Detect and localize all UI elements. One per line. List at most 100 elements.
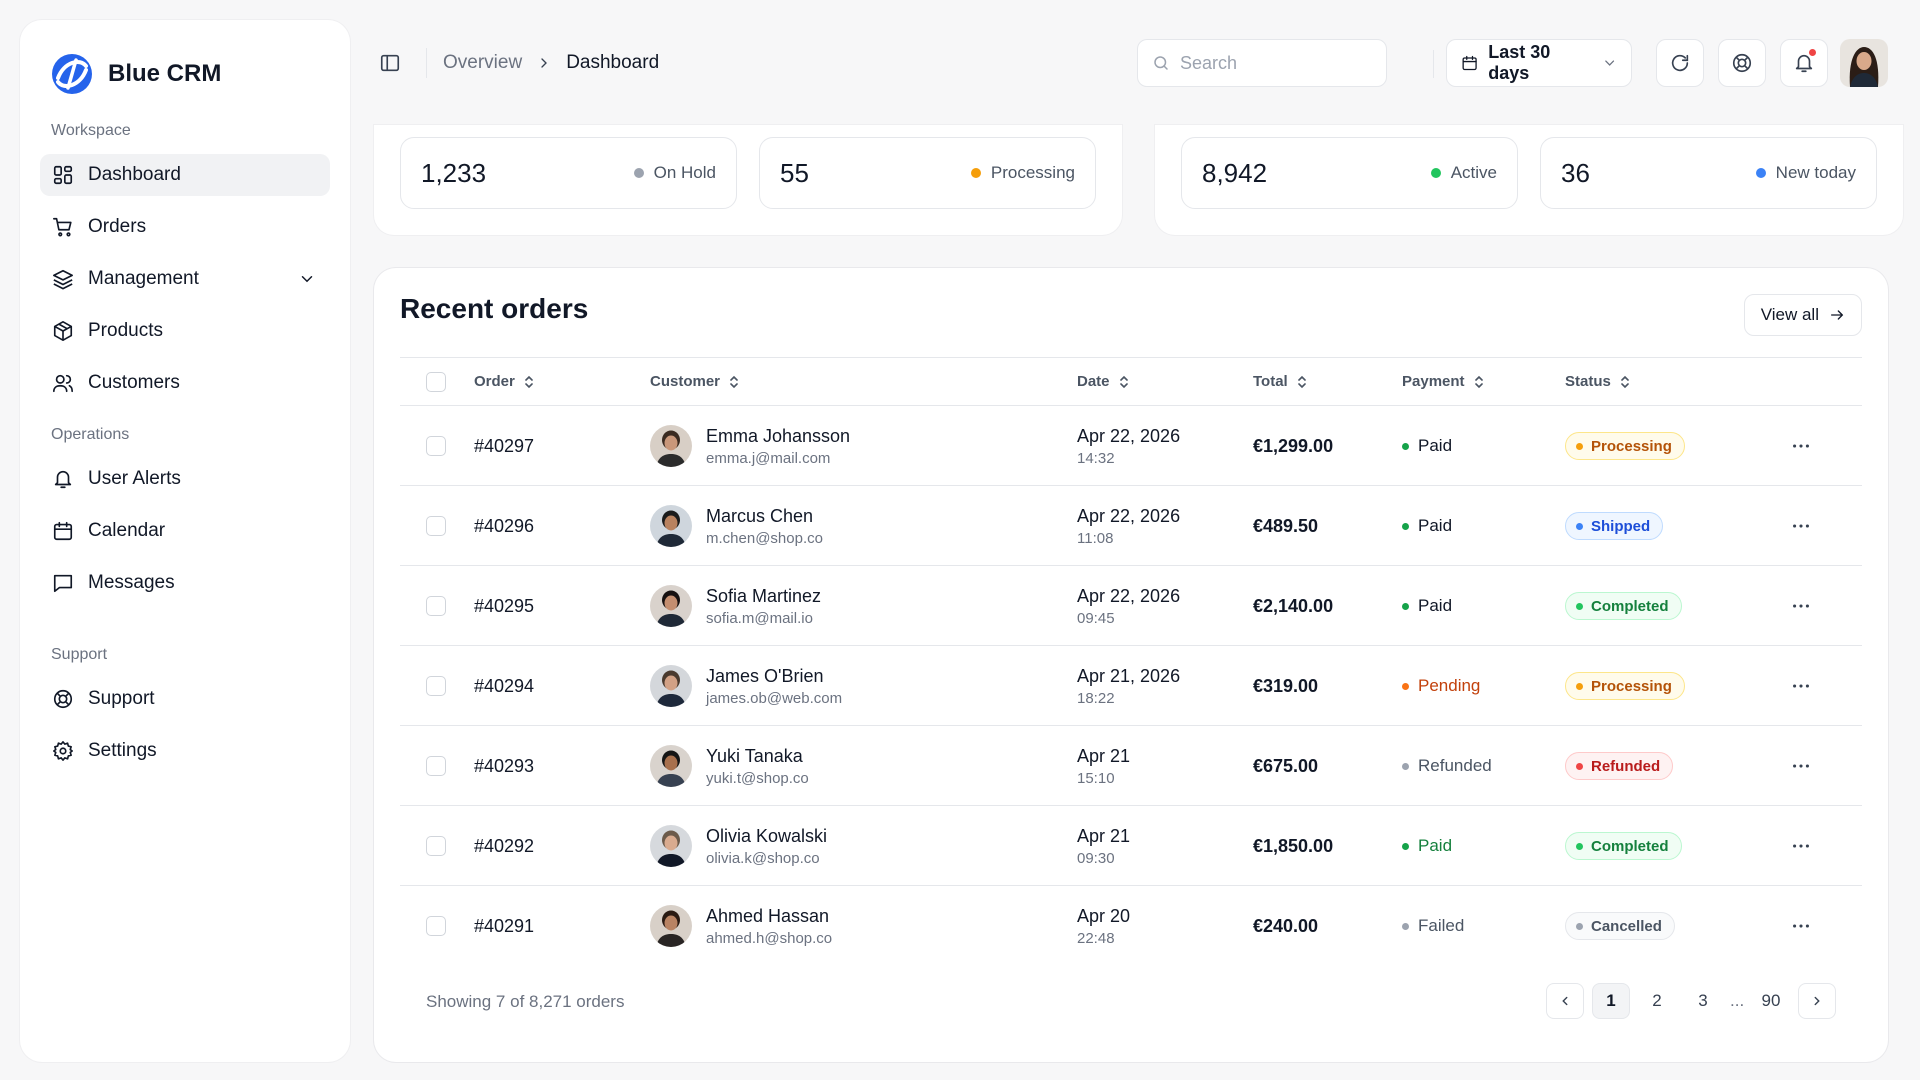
avatar-image bbox=[1840, 39, 1888, 87]
stat-card-processing[interactable]: 55 Processing bbox=[759, 137, 1096, 209]
sidebar-item-messages[interactable]: Messages bbox=[40, 562, 330, 604]
payment-cell: Paid bbox=[1402, 566, 1452, 646]
sidebar: Blue CRM Workspace Dashboard Orders Mana… bbox=[20, 20, 350, 1062]
sidebar-item-calendar[interactable]: Calendar bbox=[40, 510, 330, 552]
order-id[interactable]: #40296 bbox=[474, 515, 535, 536]
column-header-customer[interactable]: Customer bbox=[650, 358, 740, 405]
sidebar-item-management[interactable]: Management bbox=[40, 258, 330, 300]
payment-dot bbox=[1402, 442, 1409, 450]
search-box[interactable] bbox=[1137, 39, 1387, 87]
total-cell: €319.00 bbox=[1253, 646, 1318, 726]
sort-icon bbox=[1297, 375, 1306, 388]
row-checkbox[interactable] bbox=[426, 596, 446, 616]
section-label-workspace: Workspace bbox=[51, 122, 131, 139]
row-checkbox[interactable] bbox=[426, 436, 446, 456]
column-header-order[interactable]: Order bbox=[474, 358, 535, 405]
refresh-button[interactable] bbox=[1656, 39, 1704, 87]
order-id[interactable]: #40293 bbox=[474, 755, 535, 776]
sidebar-toggle-icon bbox=[380, 54, 400, 72]
avatar bbox=[650, 905, 692, 947]
breadcrumb-overview[interactable]: Overview bbox=[443, 52, 523, 73]
table-row[interactable]: #40297 Emma Johansson emma.j@mail.com Ap… bbox=[400, 406, 1862, 486]
sidebar-item-dashboard[interactable]: Dashboard bbox=[40, 154, 330, 196]
status-cell: Processing bbox=[1565, 406, 1685, 486]
customer-cell: James O'Brien james.ob@web.com bbox=[650, 646, 842, 726]
bell-icon bbox=[54, 470, 72, 489]
brand[interactable]: Blue CRM bbox=[40, 50, 330, 98]
stat-card-active[interactable]: 8,942 Active bbox=[1181, 137, 1518, 209]
customer-name: Emma Johansson bbox=[706, 425, 851, 446]
table-row[interactable]: #40296 Marcus Chen m.chen@shop.co Apr 22… bbox=[400, 486, 1862, 566]
sidebar-toggle-button[interactable] bbox=[370, 43, 410, 83]
more-options-icon[interactable] bbox=[1790, 835, 1812, 857]
sort-icon bbox=[730, 375, 738, 388]
more-options-icon[interactable] bbox=[1790, 915, 1812, 937]
search-input[interactable] bbox=[1180, 52, 1360, 74]
order-id[interactable]: #40297 bbox=[474, 435, 535, 456]
users-icon bbox=[53, 374, 73, 393]
more-options-icon[interactable] bbox=[1790, 755, 1812, 777]
avatar bbox=[650, 825, 692, 867]
status-cell: Completed bbox=[1565, 566, 1682, 646]
stat-card-on-hold[interactable]: 1,233 On Hold bbox=[400, 137, 737, 209]
status-dot bbox=[1576, 762, 1583, 770]
more-options-icon[interactable] bbox=[1790, 515, 1812, 537]
next-page-button[interactable] bbox=[1798, 983, 1836, 1019]
user-avatar[interactable] bbox=[1840, 39, 1888, 87]
sort-icon bbox=[1621, 375, 1629, 388]
sidebar-item-label: Calendar bbox=[88, 520, 166, 541]
date-cell: Apr 22, 2026 11:08 bbox=[1077, 486, 1180, 566]
row-checkbox[interactable] bbox=[426, 756, 446, 776]
stat-card-new-today[interactable]: 36 New today bbox=[1540, 137, 1877, 209]
date-cell: Apr 20 22:48 bbox=[1077, 886, 1130, 966]
date-range-select[interactable]: Last 30 days bbox=[1446, 39, 1632, 87]
customer-email: james.ob@web.com bbox=[706, 689, 843, 707]
row-checkbox[interactable] bbox=[426, 516, 446, 536]
sidebar-item-user-alerts[interactable]: User Alerts bbox=[40, 458, 330, 500]
payment-status: Paid bbox=[1402, 516, 1452, 536]
more-options-icon[interactable] bbox=[1790, 675, 1812, 697]
more-options-icon[interactable] bbox=[1790, 595, 1812, 617]
row-checkbox[interactable] bbox=[426, 836, 446, 856]
order-time: 15:10 bbox=[1077, 769, 1115, 787]
column-header-total[interactable]: Total bbox=[1253, 358, 1308, 405]
chevron-down-icon[interactable] bbox=[296, 270, 318, 288]
column-header-payment[interactable]: Payment bbox=[1402, 358, 1485, 405]
view-all-button[interactable]: View all bbox=[1743, 294, 1862, 336]
prev-page-button[interactable] bbox=[1546, 983, 1584, 1019]
sidebar-item-label: Products bbox=[88, 320, 163, 341]
sidebar-item-customers[interactable]: Customers bbox=[40, 362, 330, 404]
order-id[interactable]: #40294 bbox=[474, 675, 535, 696]
order-id[interactable]: #40295 bbox=[474, 595, 535, 616]
table-row[interactable]: #40295 Sofia Martinez sofia.m@mail.io Ap… bbox=[400, 566, 1862, 646]
page-button-last[interactable]: 90 bbox=[1761, 991, 1781, 1010]
notifications-button[interactable] bbox=[1780, 39, 1828, 87]
column-header-date[interactable]: Date bbox=[1077, 358, 1130, 405]
table-row[interactable]: #40294 James O'Brien james.ob@web.com Ap… bbox=[400, 646, 1862, 726]
stat-value: 1,233 bbox=[421, 157, 487, 188]
sidebar-item-products[interactable]: Products bbox=[40, 310, 330, 352]
refresh-icon bbox=[1671, 54, 1689, 72]
page-button-3[interactable]: 3 bbox=[1698, 991, 1708, 1010]
table-row[interactable]: #40291 Ahmed Hassan ahmed.h@shop.co Apr … bbox=[400, 886, 1862, 966]
actions-cell bbox=[1790, 806, 1812, 886]
sidebar-item-orders[interactable]: Orders bbox=[40, 206, 330, 248]
stat-label: Processing bbox=[970, 163, 1075, 183]
order-id[interactable]: #40291 bbox=[474, 915, 535, 936]
page-button-1[interactable]: 1 bbox=[1592, 983, 1630, 1019]
help-button[interactable] bbox=[1718, 39, 1766, 87]
sidebar-item-support[interactable]: Support bbox=[40, 678, 330, 720]
payment-dot bbox=[1402, 842, 1409, 850]
table-row[interactable]: #40292 Olivia Kowalski olivia.k@shop.co … bbox=[400, 806, 1862, 886]
status-label: Processing bbox=[1591, 437, 1672, 455]
payment-status: Pending bbox=[1402, 676, 1480, 696]
order-id[interactable]: #40292 bbox=[474, 835, 535, 856]
table-row[interactable]: #40293 Yuki Tanaka yuki.t@shop.co Apr 21… bbox=[400, 726, 1862, 806]
sidebar-item-settings[interactable]: Settings bbox=[40, 730, 330, 772]
column-header-status[interactable]: Status bbox=[1565, 358, 1631, 405]
select-all-checkbox[interactable] bbox=[426, 371, 446, 392]
more-options-icon[interactable] bbox=[1790, 435, 1812, 457]
row-checkbox[interactable] bbox=[426, 676, 446, 696]
page-button-2[interactable]: 2 bbox=[1652, 991, 1662, 1010]
row-checkbox[interactable] bbox=[426, 916, 446, 936]
